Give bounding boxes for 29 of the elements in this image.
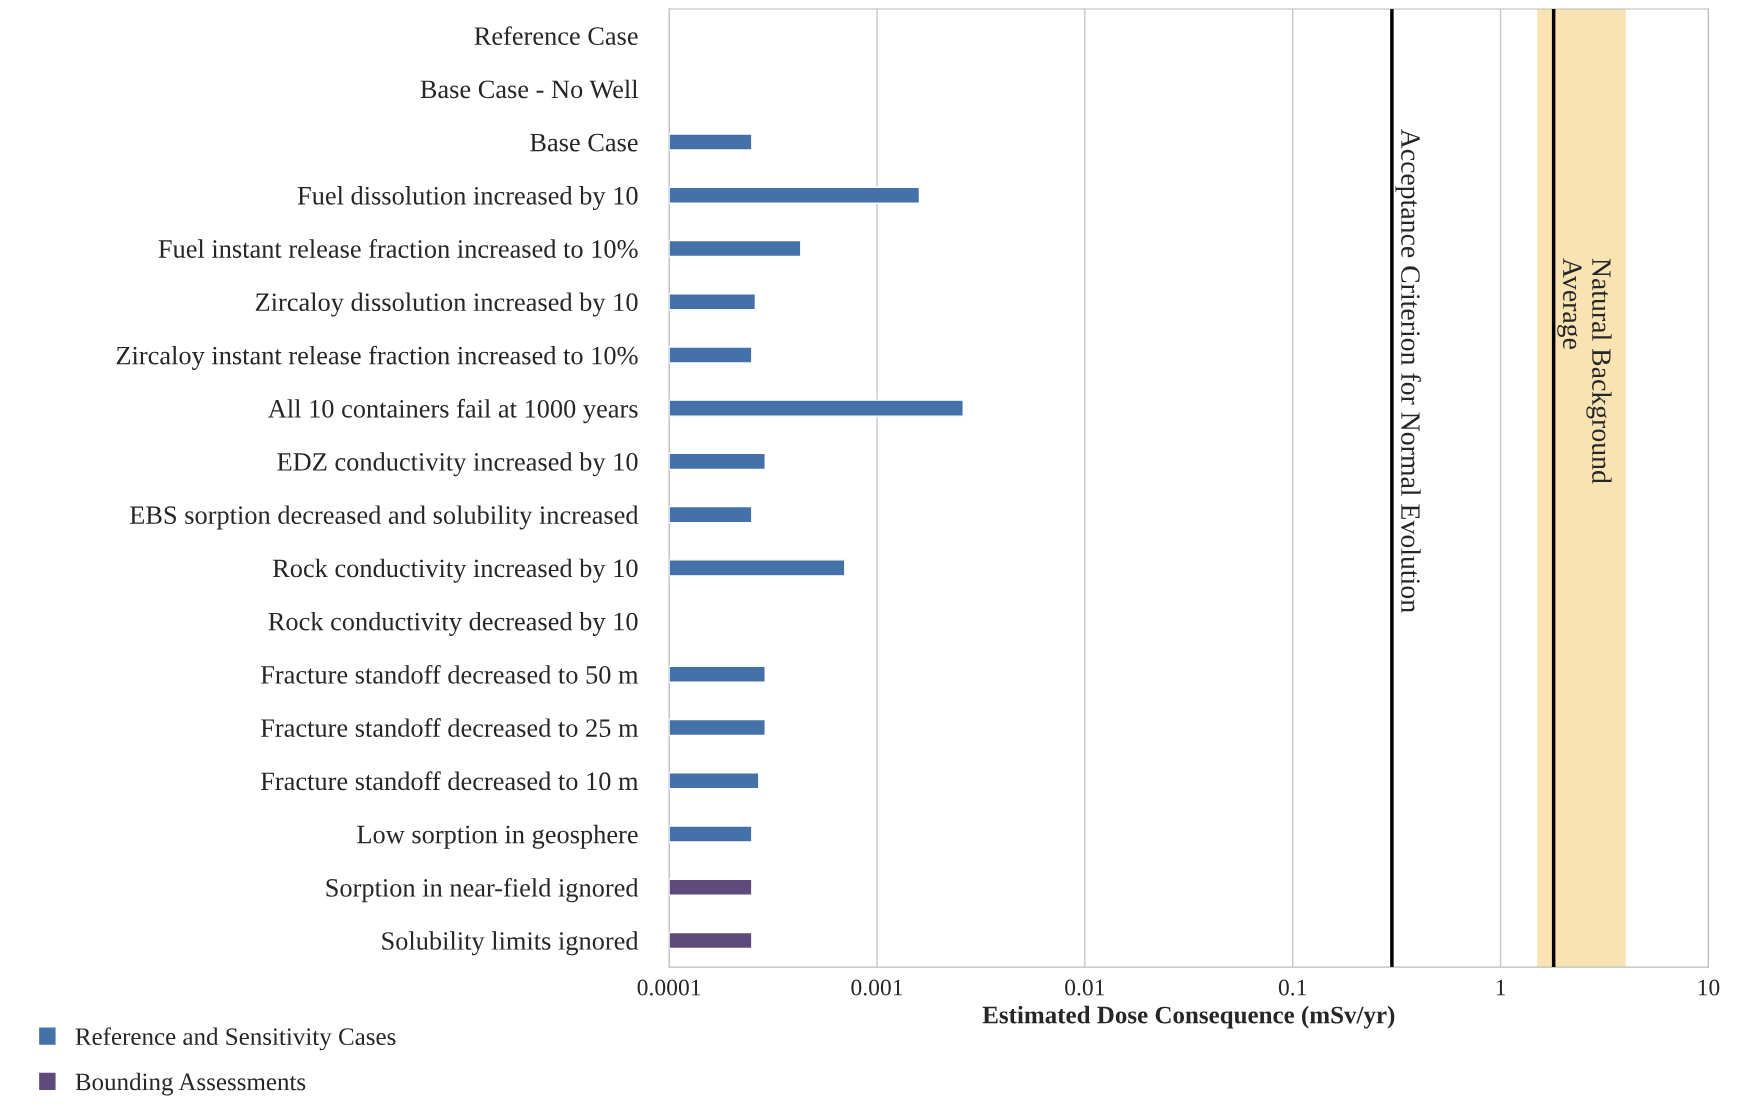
y-tick-label: Fracture standoff decreased to 25 m xyxy=(260,718,639,737)
x-tick-label: 0.001 xyxy=(851,979,903,996)
x-tick-label: 0.01 xyxy=(1065,979,1105,996)
y-tick-label: Base Case - No Well xyxy=(420,79,639,99)
y-tick-label: Low sorption in geosphere xyxy=(357,824,638,849)
x-tick-label: 10 xyxy=(1698,979,1720,996)
ref-line-label: Acceptance Criterion for Normal Evolution xyxy=(1395,128,1421,613)
y-tick-label: Fracture standoff decreased to 50 m xyxy=(260,664,639,684)
y-tick-label: All 10 containers fail at 1000 years xyxy=(268,398,638,424)
legend-label: Reference and Sensitivity Cases xyxy=(75,1027,396,1051)
y-tick-label: Fuel instant release fraction increased to 10% xyxy=(158,239,638,258)
y-tick-label: Zircaloy instant release fraction increased to 10% xyxy=(116,345,638,370)
y-tick-label: EBS sorption decreased and solubility increased xyxy=(129,505,639,530)
y-tick-label: Solubility limits ignored xyxy=(382,931,639,956)
y-tick-label: Fuel dissolution increased by 10 xyxy=(297,186,638,211)
y-tick-label: EDZ conductivity increased by 10 xyxy=(277,452,638,477)
y-tick-label: Fracture standoff decreased to 10 m xyxy=(260,771,639,791)
x-axis-title: Estimated Dose Consequence (mSv/yr) xyxy=(982,1005,1395,1029)
y-tick-label: Sorption in near-field ignored xyxy=(326,877,639,903)
y-tick-label: Base Case xyxy=(530,133,638,152)
y-tick-label: Reference Case xyxy=(474,26,638,45)
y-tick-label: Zircaloy dissolution increased by 10 xyxy=(255,292,638,317)
ref-line-label: Natural Background Average xyxy=(1557,258,1612,484)
x-tick-label: 0.0001 xyxy=(637,979,701,996)
y-tick-label: Rock conductivity increased by 10 xyxy=(272,558,638,583)
x-tick-label: 1 xyxy=(1496,979,1506,996)
y-tick-label: Rock conductivity decreased by 10 xyxy=(268,611,638,636)
x-tick-label: 0.1 xyxy=(1278,979,1307,996)
legend-label: Bounding Assessments xyxy=(75,1072,306,1096)
